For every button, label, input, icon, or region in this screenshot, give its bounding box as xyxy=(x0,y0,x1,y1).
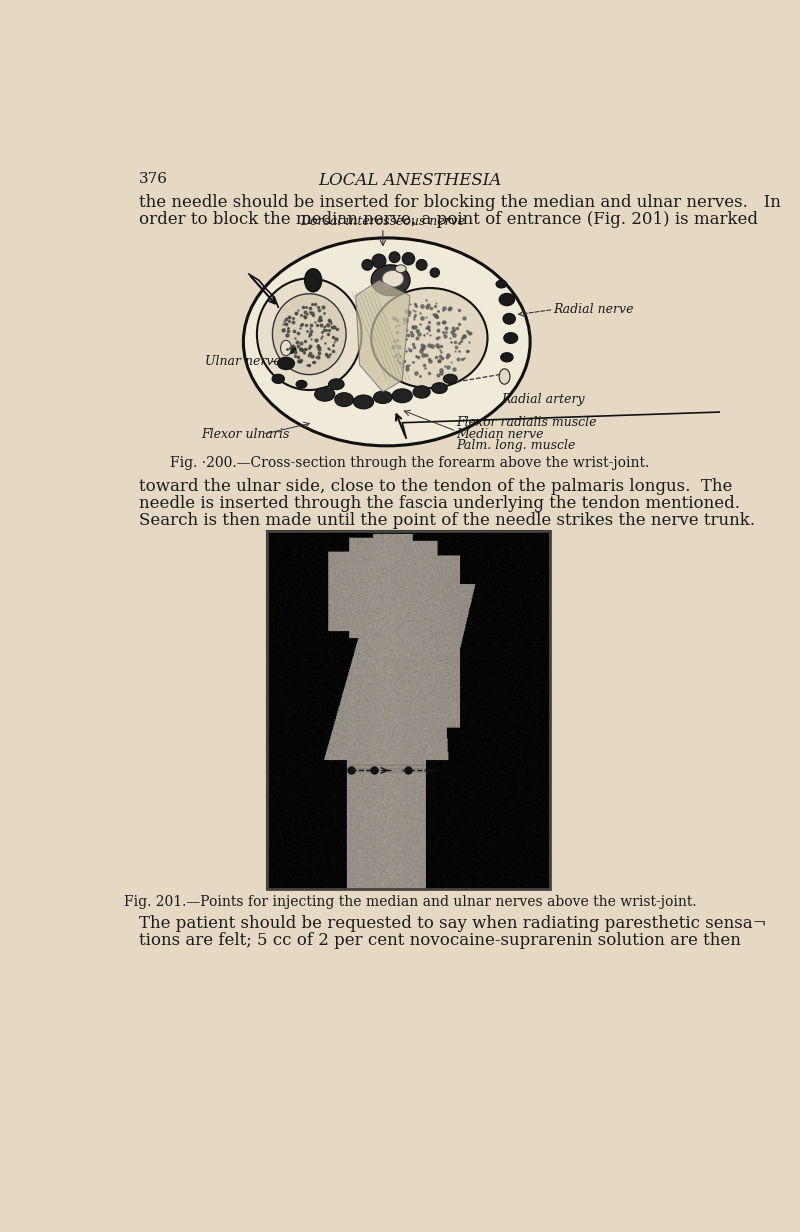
Circle shape xyxy=(389,251,400,262)
Ellipse shape xyxy=(382,270,404,287)
Text: Dorsal interosseous nerve: Dorsal interosseous nerve xyxy=(300,214,466,228)
Ellipse shape xyxy=(499,368,510,384)
Ellipse shape xyxy=(499,293,514,306)
Text: the needle should be inserted for blocking the median and ulnar nerves.   In: the needle should be inserted for blocki… xyxy=(138,193,781,211)
Ellipse shape xyxy=(413,386,430,398)
Ellipse shape xyxy=(395,265,406,272)
Text: Radial nerve: Radial nerve xyxy=(554,303,634,317)
Ellipse shape xyxy=(243,238,530,446)
Circle shape xyxy=(362,260,373,270)
Ellipse shape xyxy=(284,346,296,354)
Text: Palm. long. muscle: Palm. long. muscle xyxy=(457,440,576,452)
Ellipse shape xyxy=(305,269,322,292)
Text: 376: 376 xyxy=(138,172,168,186)
Text: Search is then made until the point of the needle strikes the nerve trunk.: Search is then made until the point of t… xyxy=(138,513,754,529)
Ellipse shape xyxy=(329,378,344,389)
Ellipse shape xyxy=(504,333,518,344)
Ellipse shape xyxy=(374,391,392,403)
Ellipse shape xyxy=(371,288,487,388)
Ellipse shape xyxy=(432,383,447,393)
Text: Flexor radialis muscle: Flexor radialis muscle xyxy=(457,416,597,429)
Ellipse shape xyxy=(335,393,354,407)
Text: Ulnar nerve: Ulnar nerve xyxy=(205,355,281,367)
Text: Radial artery: Radial artery xyxy=(502,393,585,407)
Text: tions are felt; 5 cc of 2 per cent novocaine-suprarenin solution are then: tions are felt; 5 cc of 2 per cent novoc… xyxy=(138,931,741,949)
Ellipse shape xyxy=(314,387,335,402)
Ellipse shape xyxy=(272,375,285,383)
Ellipse shape xyxy=(503,313,515,324)
Ellipse shape xyxy=(354,395,374,409)
Ellipse shape xyxy=(273,293,346,375)
Text: needle is inserted through the fascia underlying the tendon mentioned.: needle is inserted through the fascia un… xyxy=(138,495,740,513)
Text: Fig. 201.—Points for injecting the median and ulnar nerves above the wrist-joint: Fig. 201.—Points for injecting the media… xyxy=(124,894,696,909)
Text: order to block the median nerve, a point of entrance (Fig. 201) is marked: order to block the median nerve, a point… xyxy=(138,211,758,228)
Ellipse shape xyxy=(371,265,410,296)
Circle shape xyxy=(430,267,439,277)
Ellipse shape xyxy=(257,278,362,391)
Text: Fig. ·200.—Cross-section through the forearm above the wrist-joint.: Fig. ·200.—Cross-section through the for… xyxy=(170,456,650,469)
Ellipse shape xyxy=(296,381,307,388)
Polygon shape xyxy=(356,280,410,392)
Ellipse shape xyxy=(443,375,458,383)
Circle shape xyxy=(402,253,414,265)
Ellipse shape xyxy=(496,280,507,288)
Ellipse shape xyxy=(392,389,412,403)
Text: toward the ulnar side, close to the tendon of the palmaris longus.  The: toward the ulnar side, close to the tend… xyxy=(138,478,732,495)
Text: LOCAL ANESTHESIA: LOCAL ANESTHESIA xyxy=(318,172,502,190)
Circle shape xyxy=(416,260,427,270)
Ellipse shape xyxy=(501,352,513,362)
Text: Flexor ulnaris: Flexor ulnaris xyxy=(201,428,289,441)
Ellipse shape xyxy=(281,340,291,356)
Text: Median nerve: Median nerve xyxy=(457,428,544,441)
Text: The patient should be requested to say when radiating paresthetic sensa¬: The patient should be requested to say w… xyxy=(138,914,766,931)
Bar xyxy=(266,531,550,888)
Bar xyxy=(266,531,550,888)
Ellipse shape xyxy=(278,357,294,370)
Circle shape xyxy=(372,254,386,267)
